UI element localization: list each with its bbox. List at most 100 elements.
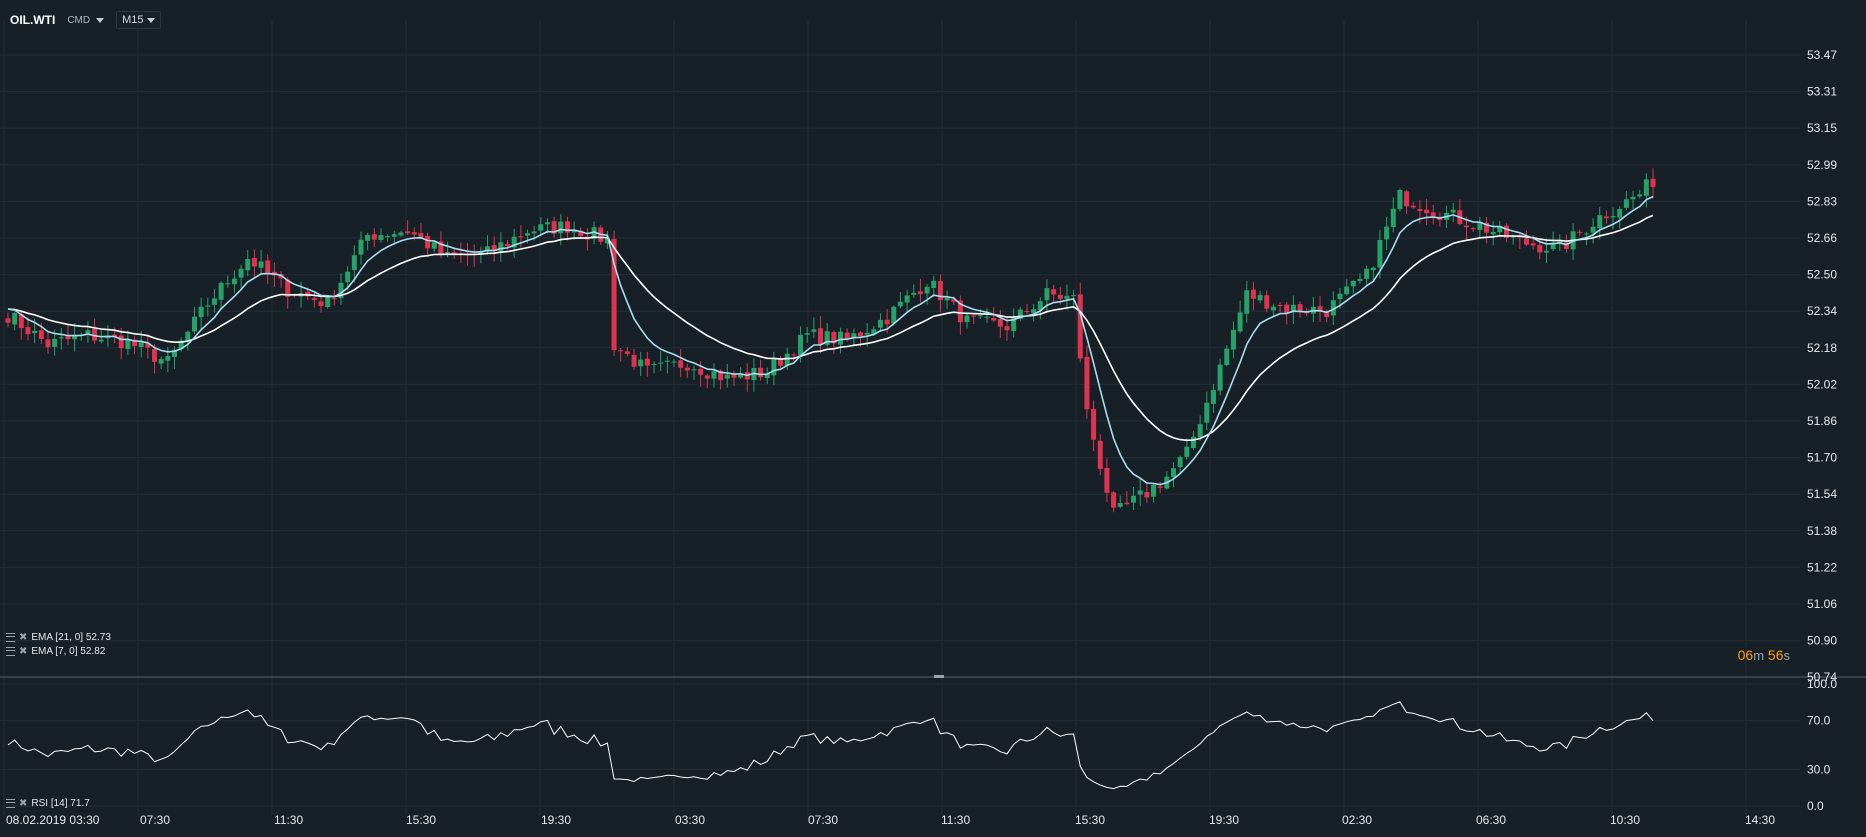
candle-body <box>1490 231 1496 235</box>
candle <box>391 230 397 246</box>
close-icon[interactable]: ✖ <box>19 646 28 657</box>
settings-icon[interactable] <box>6 647 15 656</box>
candle-body <box>1603 216 1609 219</box>
candle-body <box>1577 231 1583 233</box>
candle <box>1177 455 1183 474</box>
candle-body <box>1051 289 1057 295</box>
candle-body <box>644 358 650 366</box>
candle <box>1537 239 1543 260</box>
candle-body <box>431 242 437 249</box>
candle <box>518 225 524 248</box>
candle <box>1131 487 1137 510</box>
candle-body <box>258 261 264 268</box>
candle-body <box>211 298 217 305</box>
candle <box>1477 216 1483 239</box>
candle <box>191 306 197 335</box>
candle-body <box>731 374 737 378</box>
candle <box>1490 221 1496 246</box>
candle <box>311 291 317 308</box>
candle <box>1264 290 1270 313</box>
candle-body <box>1590 226 1596 233</box>
candle <box>964 312 970 329</box>
candle <box>651 361 657 374</box>
close-icon[interactable]: ✖ <box>19 798 28 809</box>
candle <box>25 317 31 341</box>
candle-body <box>1111 492 1117 508</box>
candle-body <box>937 281 943 301</box>
candle <box>1410 202 1416 209</box>
candle-body <box>311 298 317 301</box>
candle <box>1210 383 1216 414</box>
candle-body <box>818 328 824 345</box>
candle-body <box>1543 250 1549 253</box>
candle-body <box>345 271 351 283</box>
candle <box>917 278 923 303</box>
candle-body <box>857 332 863 337</box>
candle <box>418 222 424 240</box>
candle <box>365 232 371 251</box>
candle <box>65 323 71 346</box>
candle-body <box>5 318 11 323</box>
candle-body <box>1424 209 1430 214</box>
candle <box>78 332 84 341</box>
candle <box>1364 265 1370 287</box>
candle-body <box>964 315 970 323</box>
candle <box>1623 191 1629 211</box>
candle <box>818 315 824 354</box>
close-icon[interactable]: ✖ <box>19 632 28 643</box>
candle <box>238 264 244 289</box>
candle <box>1424 199 1430 226</box>
candle <box>491 236 497 262</box>
candle-body <box>524 233 530 236</box>
candle <box>1051 284 1057 302</box>
candle <box>1390 197 1396 233</box>
candle <box>1450 202 1456 222</box>
rsi-line <box>7 701 1654 790</box>
candle <box>744 363 750 392</box>
candle-body <box>824 331 830 345</box>
settings-icon[interactable] <box>6 799 15 808</box>
candle-body <box>944 298 950 301</box>
candle-body <box>838 331 843 345</box>
candle-body <box>1244 290 1250 314</box>
candle-body <box>1530 243 1536 246</box>
candle <box>45 332 51 354</box>
candle <box>644 351 650 377</box>
candle-body <box>1324 310 1330 318</box>
candle-body <box>538 224 544 231</box>
candle <box>1484 216 1490 244</box>
candle <box>1370 266 1376 281</box>
candle-body <box>651 364 657 366</box>
instrument-type-dropdown[interactable]: CMD <box>67 15 105 26</box>
candle-body <box>1357 278 1363 281</box>
candle-body <box>1171 468 1176 478</box>
ema7-legend-label: EMA [7, 0] 52.82 <box>31 646 106 657</box>
candle-body <box>38 330 44 339</box>
candle <box>172 346 177 369</box>
candle-body <box>511 236 517 248</box>
candle <box>1597 207 1603 240</box>
candle-body <box>1190 436 1196 449</box>
candle-body <box>664 360 670 362</box>
candle <box>1217 358 1223 396</box>
candle <box>538 217 544 237</box>
price-tick-label: 52.18 <box>1807 341 1837 355</box>
pane-resize-handle[interactable] <box>934 675 944 678</box>
candle <box>738 367 744 379</box>
candle <box>445 241 451 258</box>
candle-body <box>758 367 764 378</box>
symbol-label[interactable]: OIL.WTI <box>10 13 56 27</box>
candle-body <box>1550 242 1556 250</box>
candle-body <box>1184 446 1190 457</box>
candle-body <box>1410 205 1416 208</box>
candle-body <box>1643 179 1649 196</box>
candle <box>904 289 910 313</box>
timeframe-dropdown[interactable]: M15 <box>116 11 161 29</box>
settings-icon[interactable] <box>6 633 15 642</box>
candle-body <box>371 234 377 240</box>
candle-body <box>1377 239 1383 268</box>
candle <box>1250 281 1256 311</box>
candle <box>551 216 557 238</box>
candle-body <box>791 354 797 356</box>
